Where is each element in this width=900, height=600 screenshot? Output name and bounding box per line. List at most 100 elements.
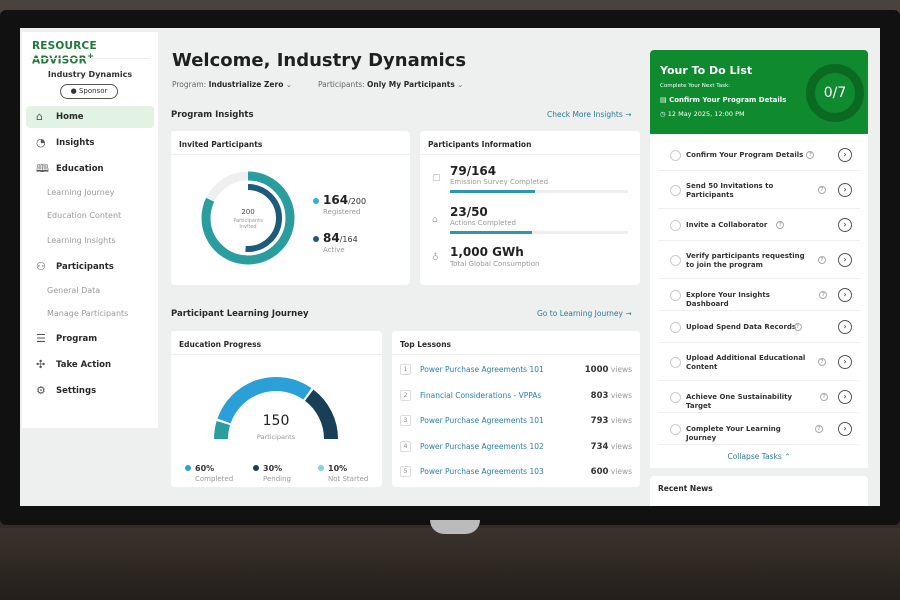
lesson-title-link[interactable]: Financial Considerations - VPPAs — [420, 390, 542, 400]
nav-program[interactable]: ☰ Program — [26, 328, 154, 350]
top-lessons-card: Top Lessons 1 Power Purchase Agreements 1… — [392, 331, 640, 487]
chevron-right-circle-icon[interactable]: › — [838, 253, 852, 267]
todo-header: Your To Do List Complete Your Next Task:… — [650, 50, 868, 134]
info-label: Actions Completed — [450, 219, 516, 227]
lightbulb-icon: ♁ — [432, 253, 439, 263]
info-value: 79/164 — [450, 164, 497, 178]
task-checkbox[interactable] — [670, 424, 681, 435]
actions-icon: ⌂ — [432, 215, 438, 225]
lesson-row[interactable]: 3 Power Purchase Agreements 101 793 views — [400, 408, 632, 433]
help-icon[interactable]: ? — [815, 425, 823, 433]
page-title: Welcome, Industry Dynamics — [172, 50, 467, 71]
nav-take-action[interactable]: ✣ Take Action — [26, 354, 154, 376]
nav-learning-journey[interactable]: Learning Journey — [47, 188, 115, 197]
nav-education[interactable]: 🕮 Education — [26, 158, 154, 180]
help-icon[interactable]: ? — [793, 323, 802, 331]
nav-settings[interactable]: ⚙ Settings — [26, 380, 154, 402]
help-icon[interactable]: ? — [820, 393, 828, 401]
people-icon: ⚇ — [36, 260, 46, 273]
nav-general-data[interactable]: General Data — [47, 286, 101, 295]
lesson-row[interactable]: 2 Financial Considerations - VPPAs 803 vie… — [400, 383, 632, 408]
lesson-title-link[interactable]: Power Purchase Agreements 101 — [420, 416, 544, 425]
help-icon[interactable]: ? — [819, 291, 828, 299]
chevron-right-circle-icon[interactable]: › — [838, 218, 852, 232]
task-checkbox[interactable] — [670, 290, 681, 301]
chevron-right-circle-icon[interactable]: › — [838, 422, 852, 436]
nav-home[interactable]: ⌂ Home — [26, 106, 154, 128]
todo-task[interactable]: Upload Spend Data Records? › — [658, 312, 860, 343]
task-label: Confirm Your Program Details — [686, 151, 804, 159]
todo-progress-ring: 0/7 — [806, 64, 864, 122]
gauge-completed-segment — [217, 377, 312, 424]
help-icon[interactable]: ? — [818, 186, 826, 194]
participants-filter[interactable]: Participants: Only My Participants ⌄ — [318, 80, 464, 89]
todo-task[interactable]: Verify participants requesting to join t… — [658, 242, 860, 279]
help-icon[interactable]: ? — [818, 358, 826, 366]
lesson-title-link[interactable]: Power Purchase Agreements 103 — [420, 467, 544, 476]
book-icon: 🕮 — [36, 162, 49, 175]
lesson-row[interactable]: 1 Power Purchase Agreements 101 1000 views — [400, 357, 632, 382]
task-checkbox[interactable] — [670, 185, 681, 196]
todo-task[interactable]: Achieve One Sustainability Target? › — [658, 382, 860, 413]
lesson-row[interactable]: 5 Power Purchase Agreements 103 600 views — [400, 459, 632, 484]
app-logo[interactable]: RESOURCE ADVISOR+ — [32, 40, 97, 67]
todo-task[interactable]: Upload Additional Educational Content? › — [658, 344, 860, 381]
participants-info-card: Participants Information ▢ 79/164 Emissi… — [420, 131, 640, 285]
todo-task[interactable]: Confirm Your Program Details? › — [658, 140, 860, 171]
help-icon[interactable]: ? — [806, 151, 815, 159]
lesson-title-link[interactable]: Power Purchase Agreements 102 — [420, 441, 544, 451]
chevron-right-circle-icon[interactable]: › — [838, 183, 852, 197]
info-label: Total Global Consumption — [450, 260, 540, 268]
nav-participants[interactable]: ⚇ Participants — [26, 256, 154, 278]
lesson-row[interactable]: 4 Power Purchase Agreements 102 734 views — [400, 434, 632, 459]
task-checkbox[interactable] — [670, 322, 681, 333]
task-label: Invite a Collaborator — [686, 221, 768, 229]
legend-completed: 60% Completed — [185, 456, 233, 483]
arrow-right-icon: → — [625, 110, 632, 119]
chevron-right-circle-icon[interactable]: › — [838, 288, 852, 302]
nav-insights[interactable]: ◔ Insights — [26, 132, 154, 154]
gear-icon: ⚙ — [36, 384, 46, 397]
survey-icon: ▢ — [432, 173, 441, 183]
gauge-center-value: 150 — [262, 413, 290, 429]
chevron-right-circle-icon[interactable]: › — [838, 148, 852, 162]
chevron-right-circle-icon[interactable]: › — [838, 355, 852, 369]
todo-task[interactable]: Explore Your Insights Dashboard? › — [658, 280, 860, 311]
task-checkbox[interactable] — [670, 357, 681, 368]
lesson-rank: 3 — [400, 415, 411, 426]
task-checkbox[interactable] — [670, 150, 681, 161]
todo-task[interactable]: Complete Your Learning Journey? › — [658, 414, 860, 445]
task-checkbox[interactable] — [670, 392, 681, 403]
task-checkbox[interactable] — [670, 255, 681, 266]
card-title: Top Lessons — [392, 331, 640, 355]
nav-learning-insights[interactable]: Learning Insights — [47, 236, 116, 245]
collapse-tasks-button[interactable]: Collapse Tasks ⌃ — [727, 452, 791, 461]
task-label: Upload Additional Educational Content — [686, 354, 806, 371]
donut-center-label: Participants Invited — [233, 218, 263, 230]
task-checkbox[interactable] — [670, 220, 681, 231]
todo-task[interactable]: Invite a Collaborator? › — [658, 210, 860, 241]
chevron-right-circle-icon[interactable]: › — [838, 320, 852, 334]
todo-task[interactable]: Send 50 Invitations to Participants? › — [658, 172, 860, 209]
go-to-learning-journey-link[interactable]: Go to Learning Journey → — [537, 309, 632, 318]
program-filter[interactable]: Program: Industrialize Zero ⌄ — [172, 80, 293, 89]
info-label: Emission Survey Completed — [450, 178, 549, 186]
nav-education-content[interactable]: Education Content — [47, 211, 122, 220]
help-icon[interactable]: ? — [776, 221, 785, 229]
donut-center-value: 200 — [241, 208, 255, 216]
lesson-title-link[interactable]: Power Purchase Agreements 101 — [420, 365, 544, 374]
lesson-rank: 4 — [400, 440, 411, 452]
next-task-link[interactable]: ▤ Confirm Your Program Details — [660, 96, 787, 104]
card-title: Invited Participants — [171, 131, 410, 155]
check-more-insights-link[interactable]: Check More Insights → — [547, 110, 632, 119]
help-icon[interactable]: ? — [818, 256, 826, 264]
card-title: Participants Information — [420, 131, 640, 155]
active-arc — [214, 184, 282, 252]
nav-manage-participants[interactable]: Manage Participants — [47, 309, 129, 318]
lesson-rank: 2 — [400, 389, 411, 401]
chart-pie-icon: ◔ — [36, 136, 46, 149]
chevron-right-circle-icon[interactable]: › — [838, 390, 852, 404]
list-icon: ☰ — [36, 332, 46, 345]
task-label: Complete Your Learning Journey — [686, 425, 781, 442]
task-label: Verify participants requesting to join t… — [686, 252, 805, 269]
